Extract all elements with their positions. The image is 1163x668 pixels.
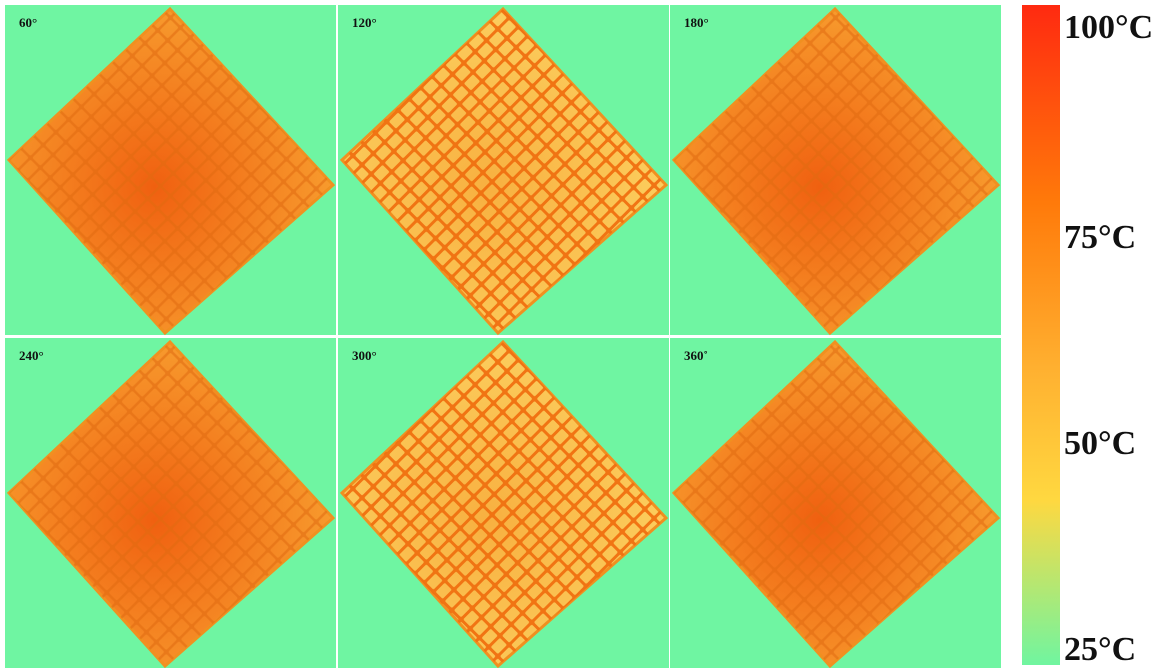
panel-label: 60° (19, 15, 37, 30)
colorbar-label: 50°C (1064, 425, 1136, 462)
thermal-panel: 240° (5, 338, 336, 668)
panel-label: 240° (19, 348, 44, 363)
thermal-panel: 180° (670, 5, 1001, 335)
colorbar-label: 25°C (1064, 631, 1136, 668)
thermal-panel: 120° (338, 5, 669, 335)
panel-label: 300° (352, 348, 377, 363)
thermal-panel: 360˚ (670, 338, 1001, 668)
colorbar-label: 100°C (1064, 9, 1153, 46)
figure: 60° 120° 180° 240° 300° 360˚ 100°C 75°C 50°C 25°… (0, 0, 1163, 668)
panel-label: 180° (684, 15, 709, 30)
colorbar-label: 75°C (1064, 219, 1136, 256)
panel-label: 120° (352, 15, 377, 30)
thermal-panel: 60° (5, 5, 336, 335)
thermal-panel: 300° (338, 338, 669, 668)
colorbar (1022, 5, 1060, 665)
panel-label: 360˚ (684, 348, 708, 363)
